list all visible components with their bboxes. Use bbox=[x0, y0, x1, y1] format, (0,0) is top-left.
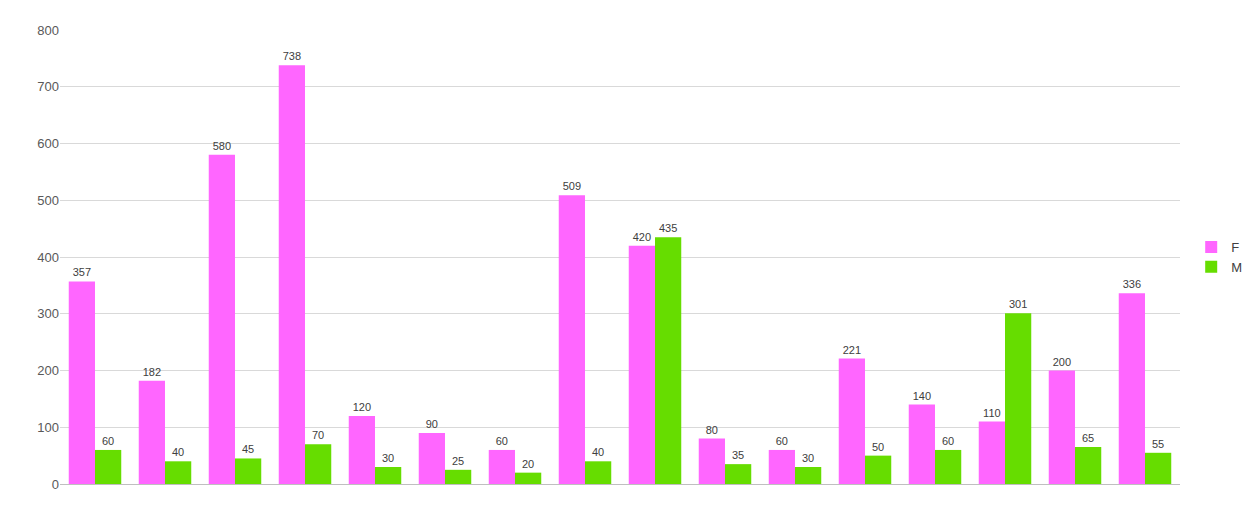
svg-text:301: 301 bbox=[1009, 298, 1027, 310]
svg-text:0: 0 bbox=[52, 477, 59, 492]
svg-text:700: 700 bbox=[37, 79, 59, 94]
svg-text:738: 738 bbox=[283, 50, 301, 62]
svg-text:50: 50 bbox=[872, 441, 884, 453]
svg-text:90: 90 bbox=[426, 418, 438, 430]
svg-text:600: 600 bbox=[37, 136, 59, 151]
svg-text:300: 300 bbox=[37, 306, 59, 321]
svg-text:110: 110 bbox=[983, 407, 1001, 419]
svg-text:500: 500 bbox=[37, 193, 59, 208]
svg-text:60: 60 bbox=[496, 435, 508, 447]
svg-text:60: 60 bbox=[102, 435, 114, 447]
svg-text:200: 200 bbox=[1053, 356, 1071, 368]
svg-text:55: 55 bbox=[1152, 438, 1164, 450]
svg-text:35: 35 bbox=[732, 449, 744, 461]
svg-text:20: 20 bbox=[522, 458, 534, 470]
svg-text:45: 45 bbox=[242, 443, 254, 455]
svg-text:420: 420 bbox=[633, 231, 651, 243]
svg-text:30: 30 bbox=[802, 452, 814, 464]
svg-text:200: 200 bbox=[37, 363, 59, 378]
svg-text:336: 336 bbox=[1123, 278, 1141, 290]
svg-text:60: 60 bbox=[942, 435, 954, 447]
svg-text:70: 70 bbox=[312, 429, 324, 441]
svg-text:F: F bbox=[1231, 240, 1239, 255]
svg-text:509: 509 bbox=[563, 180, 581, 192]
svg-text:40: 40 bbox=[592, 446, 604, 458]
svg-text:140: 140 bbox=[913, 390, 931, 402]
svg-text:120: 120 bbox=[353, 401, 371, 413]
svg-text:25: 25 bbox=[452, 455, 464, 467]
svg-text:30: 30 bbox=[382, 452, 394, 464]
svg-text:221: 221 bbox=[843, 344, 861, 356]
svg-text:400: 400 bbox=[37, 250, 59, 265]
svg-text:800: 800 bbox=[37, 23, 59, 38]
svg-text:65: 65 bbox=[1082, 432, 1094, 444]
svg-text:357: 357 bbox=[73, 266, 91, 278]
svg-text:435: 435 bbox=[659, 222, 677, 234]
svg-text:100: 100 bbox=[37, 420, 59, 435]
svg-text:182: 182 bbox=[143, 366, 161, 378]
svg-text:580: 580 bbox=[213, 140, 231, 152]
svg-text:M: M bbox=[1231, 260, 1242, 275]
svg-text:60: 60 bbox=[776, 435, 788, 447]
svg-text:40: 40 bbox=[172, 446, 184, 458]
svg-text:80: 80 bbox=[706, 424, 718, 436]
